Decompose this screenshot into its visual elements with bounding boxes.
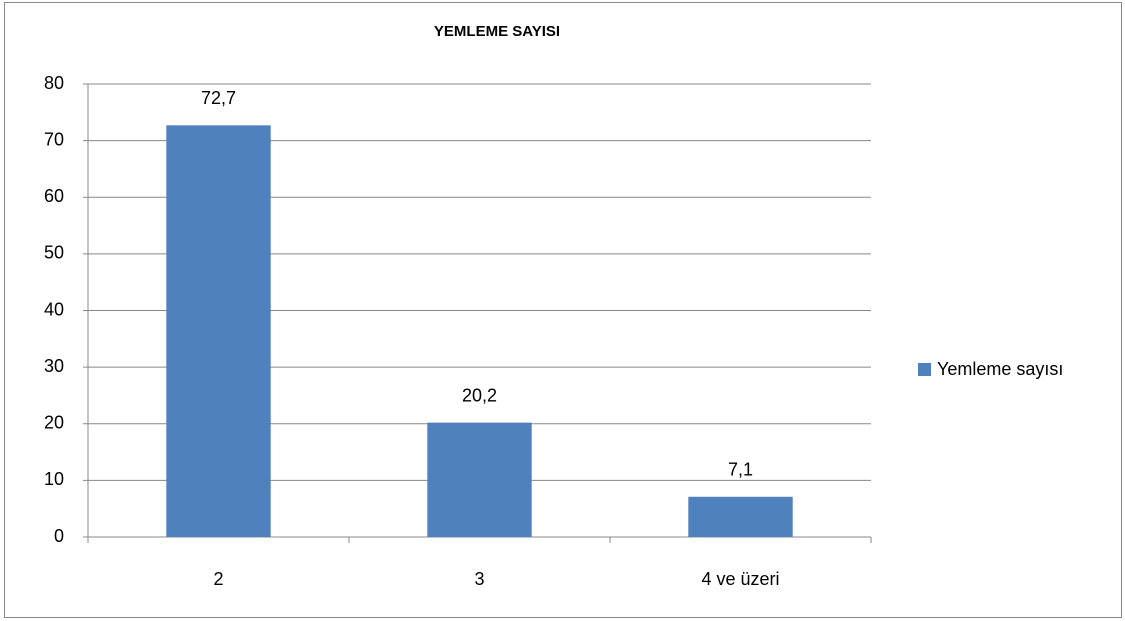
y-tick-label: 60 [44, 186, 64, 206]
data-label: 20,2 [462, 385, 497, 405]
bar [688, 496, 793, 537]
y-tick-label: 70 [44, 129, 64, 149]
x-tick-label: 3 [474, 569, 484, 589]
bar [427, 422, 532, 537]
legend-label: Yemleme sayısı [937, 359, 1063, 379]
data-label: 72,7 [201, 88, 236, 108]
data-label: 7,1 [728, 460, 753, 480]
y-tick-label: 20 [44, 413, 64, 433]
chart-title: YEMLEME SAYISI [434, 23, 560, 40]
y-tick-label: 50 [44, 243, 64, 263]
y-tick-label: 40 [44, 299, 64, 319]
y-tick-label: 10 [44, 469, 64, 489]
y-tick-label: 80 [44, 73, 64, 93]
y-tick-label: 30 [44, 356, 64, 376]
x-tick-label: 2 [213, 569, 223, 589]
legend-swatch [918, 363, 931, 376]
y-tick-label: 0 [54, 526, 64, 546]
x-tick-label: 4 ve üzeri [701, 569, 779, 589]
bar [166, 125, 271, 538]
